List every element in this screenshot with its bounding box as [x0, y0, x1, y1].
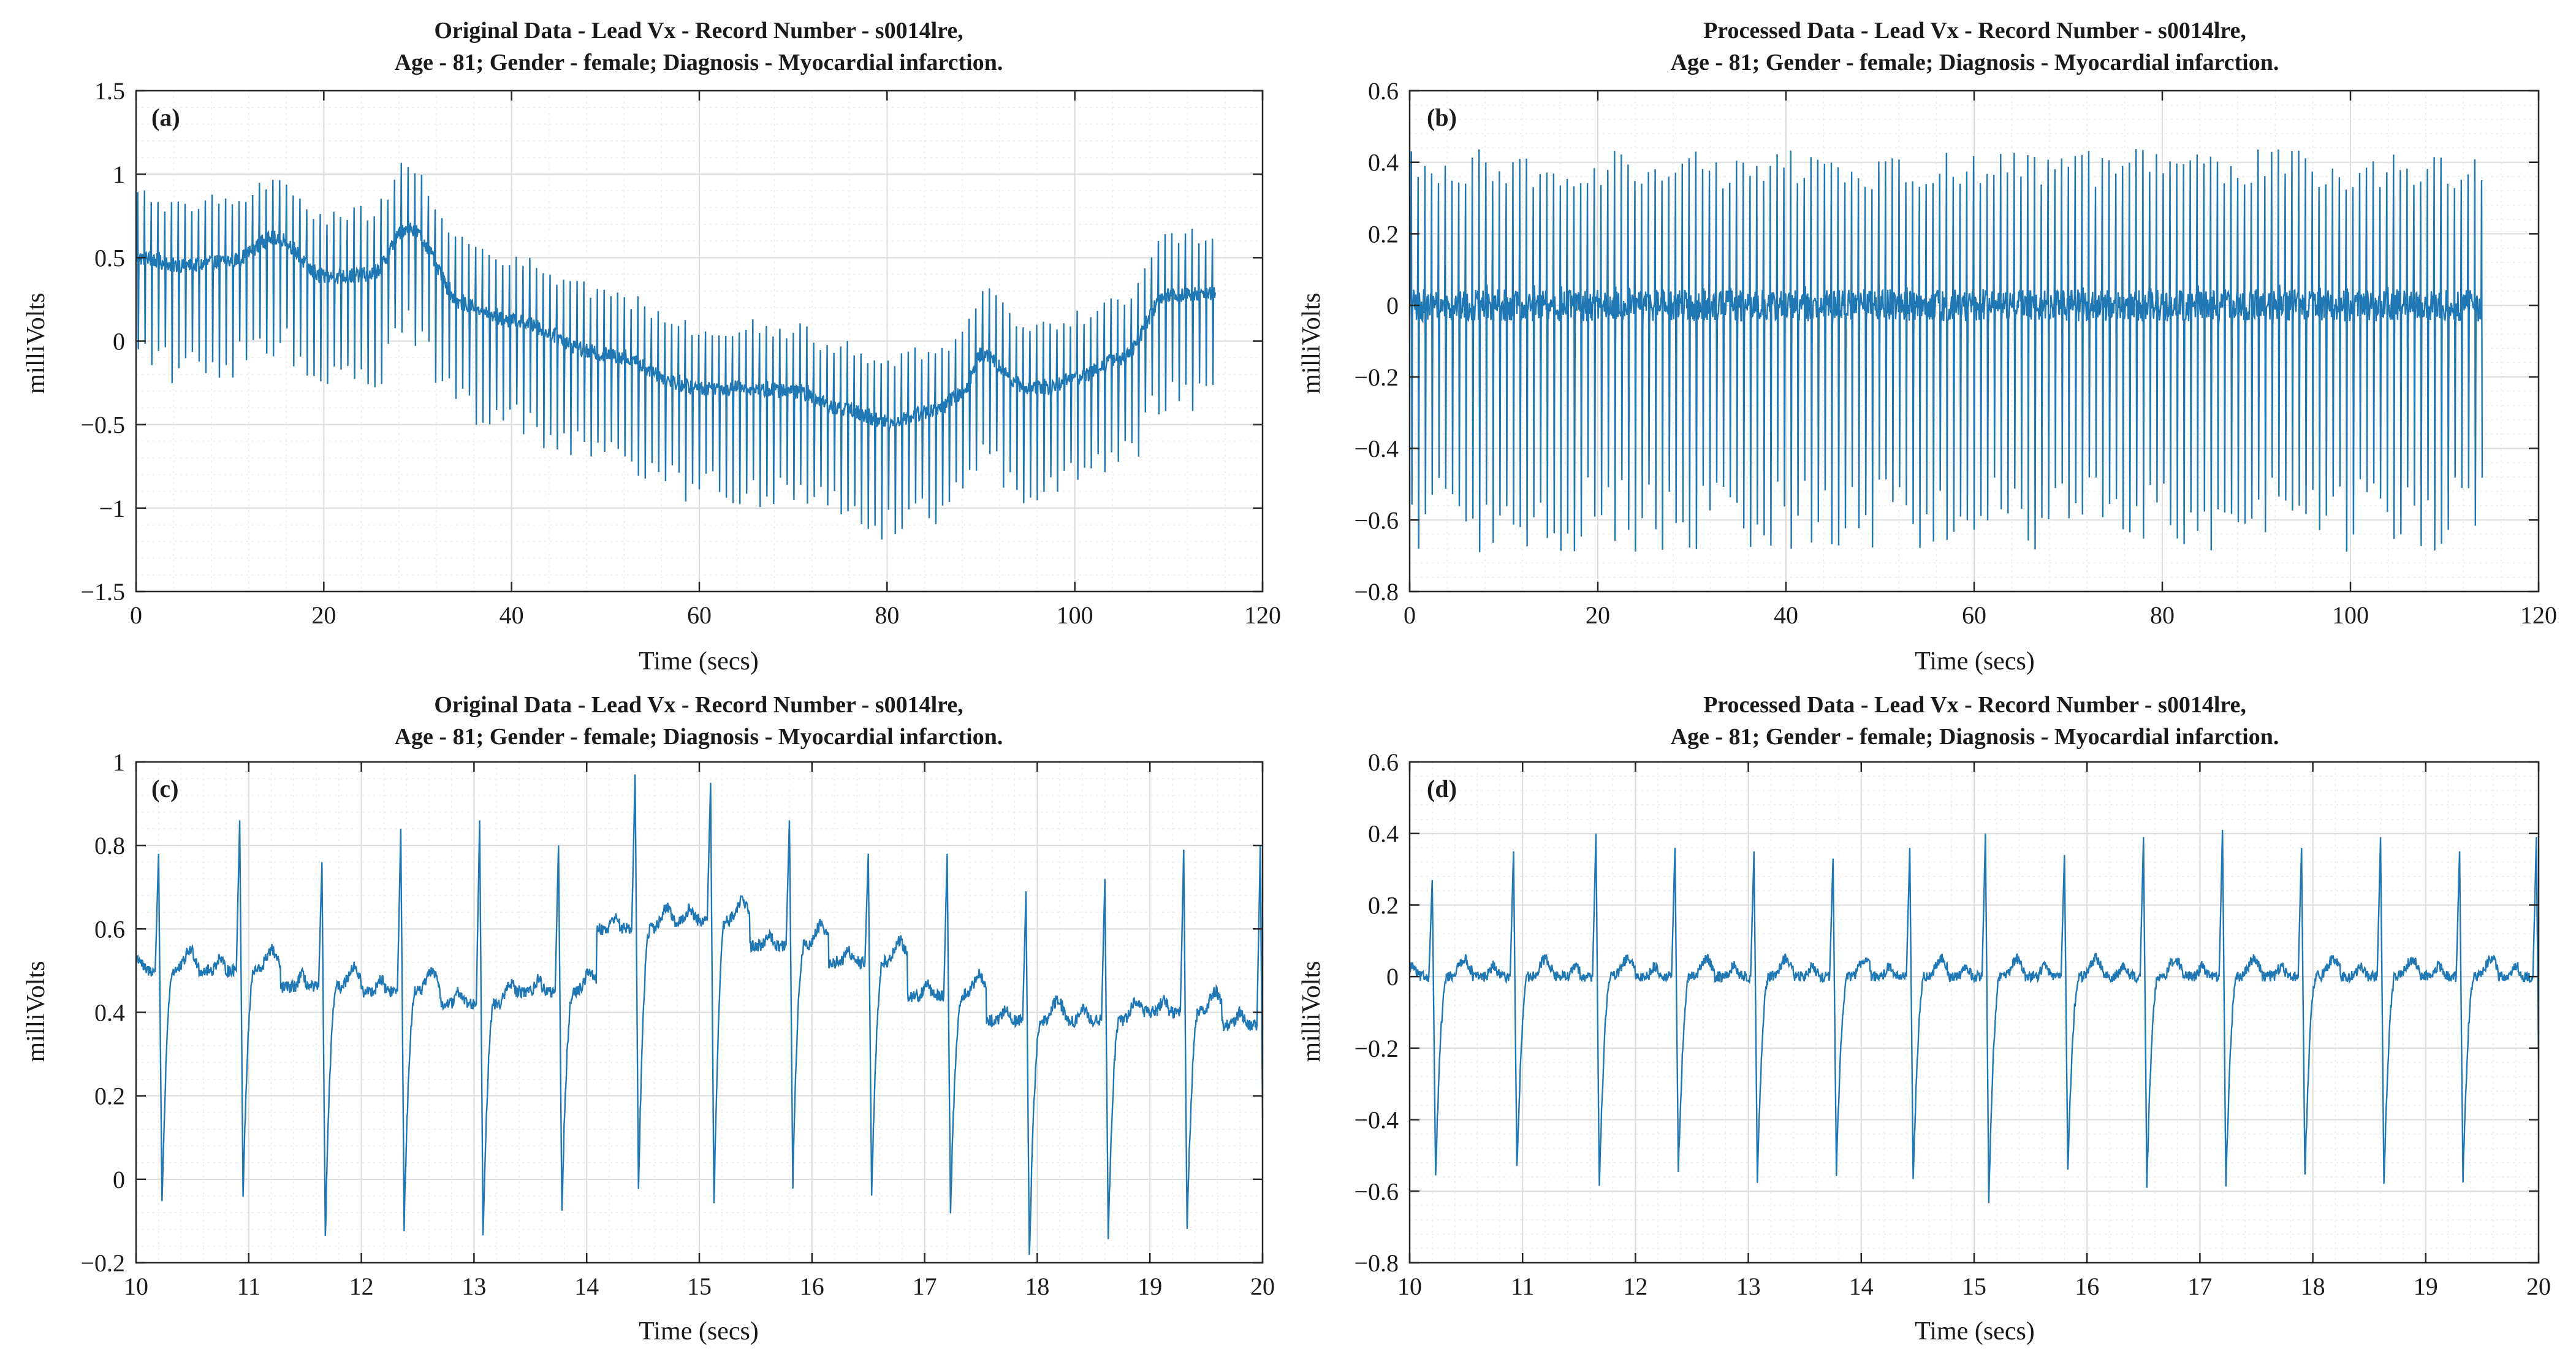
y-tick-label: −0.6: [1354, 506, 1399, 534]
y-tick-label: −0.8: [1354, 1249, 1399, 1277]
panel-a-ylabel: milliVolts: [22, 293, 50, 394]
panel-a-title-line2: Age - 81; Gender - female; Diagnosis - M…: [395, 50, 1003, 75]
panel-b: Processed Data - Lead Vx - Record Number…: [1297, 18, 2557, 676]
y-tick-label: 0: [1386, 292, 1399, 319]
panel-c-axes: 10 11 12 13 14 15 16 17 18 19 20 −0.2 0 0.2 0.4 0.6 0.8 1: [80, 748, 1275, 1300]
x-tick-label: 15: [1962, 1273, 1986, 1300]
panel-b-signal-line: [1410, 149, 2483, 552]
y-tick-label: 0.4: [94, 999, 125, 1027]
y-tick-label: 0.4: [1368, 820, 1399, 848]
y-tick-label: 0.6: [94, 915, 125, 943]
y-tick-label: 1.5: [94, 77, 125, 105]
panel-d-title-line1: Processed Data - Lead Vx - Record Number…: [1703, 692, 2246, 718]
x-tick-label: 13: [462, 1273, 486, 1300]
x-tick-label: 19: [1138, 1273, 1162, 1300]
x-tick-label: 16: [2075, 1273, 2099, 1300]
x-tick-label: 11: [237, 1273, 261, 1300]
panel-d: Processed Data - Lead Vx - Record Number…: [1297, 692, 2551, 1346]
y-tick-label: 0.6: [1368, 77, 1399, 105]
x-tick-label: 17: [2187, 1273, 2212, 1300]
panel-a-signal-line: [136, 162, 1216, 540]
y-tick-label: −0.6: [1354, 1178, 1399, 1205]
x-tick-label: 120: [2520, 601, 2557, 629]
y-tick-label: 0.5: [94, 244, 125, 272]
panel-b-ylabel: milliVolts: [1297, 293, 1326, 394]
x-tick-label: 120: [1244, 601, 1281, 629]
x-tick-label: 60: [1962, 601, 1986, 629]
y-tick-label: −0.4: [1354, 1106, 1399, 1134]
x-tick-label: 10: [1397, 1273, 1422, 1300]
y-tick-label: −0.5: [80, 411, 125, 439]
x-tick-label: 100: [2332, 601, 2369, 629]
panel-b-xlabel: Time (secs): [1915, 647, 2035, 676]
x-tick-label: 80: [875, 601, 899, 629]
y-tick-label: −0.8: [1354, 578, 1399, 606]
panel-b-label: (b): [1427, 104, 1457, 131]
y-tick-label: 0.4: [1368, 149, 1399, 177]
y-tick-label: 0.2: [1368, 891, 1399, 919]
y-tick-label: −0.2: [1354, 1035, 1399, 1062]
x-tick-label: 15: [687, 1273, 712, 1300]
x-tick-label: 20: [1250, 1273, 1275, 1300]
y-tick-label: 0: [1386, 963, 1399, 991]
y-tick-label: −1.5: [80, 578, 125, 606]
y-tick-label: 0.6: [1368, 748, 1399, 776]
x-tick-label: 40: [500, 601, 524, 629]
x-tick-label: 10: [124, 1273, 148, 1300]
x-tick-label: 17: [913, 1273, 937, 1300]
y-tick-label: 1: [113, 748, 125, 776]
panel-a: Original Data - Lead Vx - Record Number …: [22, 18, 1281, 676]
x-tick-label: 80: [2150, 601, 2175, 629]
panel-c-ylabel: milliVolts: [22, 961, 50, 1062]
y-tick-label: 0: [113, 328, 125, 356]
y-tick-label: 0.2: [94, 1083, 125, 1110]
x-tick-label: 14: [1849, 1273, 1874, 1300]
y-tick-label: 0.8: [94, 832, 125, 859]
x-tick-label: 20: [311, 601, 336, 629]
panel-c-title-line2: Age - 81; Gender - female; Diagnosis - M…: [395, 724, 1003, 750]
panel-b-title-line2: Age - 81; Gender - female; Diagnosis - M…: [1671, 50, 2279, 75]
panel-a-title-line1: Original Data - Lead Vx - Record Number …: [434, 18, 963, 44]
x-tick-label: 100: [1057, 601, 1093, 629]
x-tick-label: 11: [1511, 1273, 1535, 1300]
x-tick-label: 19: [2414, 1273, 2438, 1300]
x-tick-label: 18: [2301, 1273, 2325, 1300]
panel-a-label: (a): [151, 104, 180, 131]
x-tick-label: 20: [2526, 1273, 2551, 1300]
x-tick-label: 12: [1623, 1273, 1647, 1300]
y-tick-label: 0: [113, 1166, 125, 1193]
y-tick-label: −0.2: [80, 1249, 125, 1277]
x-tick-label: 40: [1774, 601, 1798, 629]
panel-c-title-line1: Original Data - Lead Vx - Record Number …: [434, 692, 963, 718]
x-tick-label: 60: [687, 601, 712, 629]
panel-d-xlabel: Time (secs): [1915, 1317, 2035, 1346]
x-tick-label: 18: [1025, 1273, 1049, 1300]
panel-b-axes: 0 20 40 60 80 100 120 −0.8 −0.6 −0.4 −0.2 0 0.2 0.4 0.…: [1354, 77, 2557, 629]
y-tick-label: −1: [99, 495, 125, 522]
x-tick-label: 0: [130, 601, 142, 629]
y-tick-label: −0.2: [1354, 364, 1399, 391]
x-tick-label: 14: [574, 1273, 599, 1300]
panel-c: Original Data - Lead Vx - Record Number …: [22, 692, 1275, 1346]
y-tick-label: 1: [113, 161, 125, 188]
panel-d-signal-line: [1410, 829, 2539, 1203]
x-tick-label: 16: [800, 1273, 824, 1300]
panel-b-title-line1: Processed Data - Lead Vx - Record Number…: [1703, 18, 2246, 44]
panel-d-label: (d): [1427, 775, 1457, 802]
panel-d-title-line2: Age - 81; Gender - female; Diagnosis - M…: [1671, 724, 2279, 750]
panel-a-xlabel: Time (secs): [639, 647, 759, 676]
panel-c-label: (c): [151, 775, 178, 802]
x-tick-label: 20: [1586, 601, 1610, 629]
panel-c-xlabel: Time (secs): [639, 1317, 759, 1346]
panel-a-axes: 0 20 40 60 80 100 120 −1.5 −1 −0.5 0 0.5 1 1.5: [80, 77, 1281, 629]
x-tick-label: 13: [1736, 1273, 1761, 1300]
panel-d-ylabel: milliVolts: [1297, 961, 1326, 1062]
x-tick-label: 0: [1404, 601, 1416, 629]
panel-c-signal-line: [136, 774, 1263, 1255]
panel-d-axes: 10 11 12 13 14 15 16 17 18 19 20 −0.8 −0.6 −0.4 −0.2 0 0…: [1354, 748, 2551, 1300]
y-tick-label: 0.2: [1368, 220, 1399, 248]
y-tick-label: −0.4: [1354, 435, 1399, 463]
x-tick-label: 12: [349, 1273, 374, 1300]
